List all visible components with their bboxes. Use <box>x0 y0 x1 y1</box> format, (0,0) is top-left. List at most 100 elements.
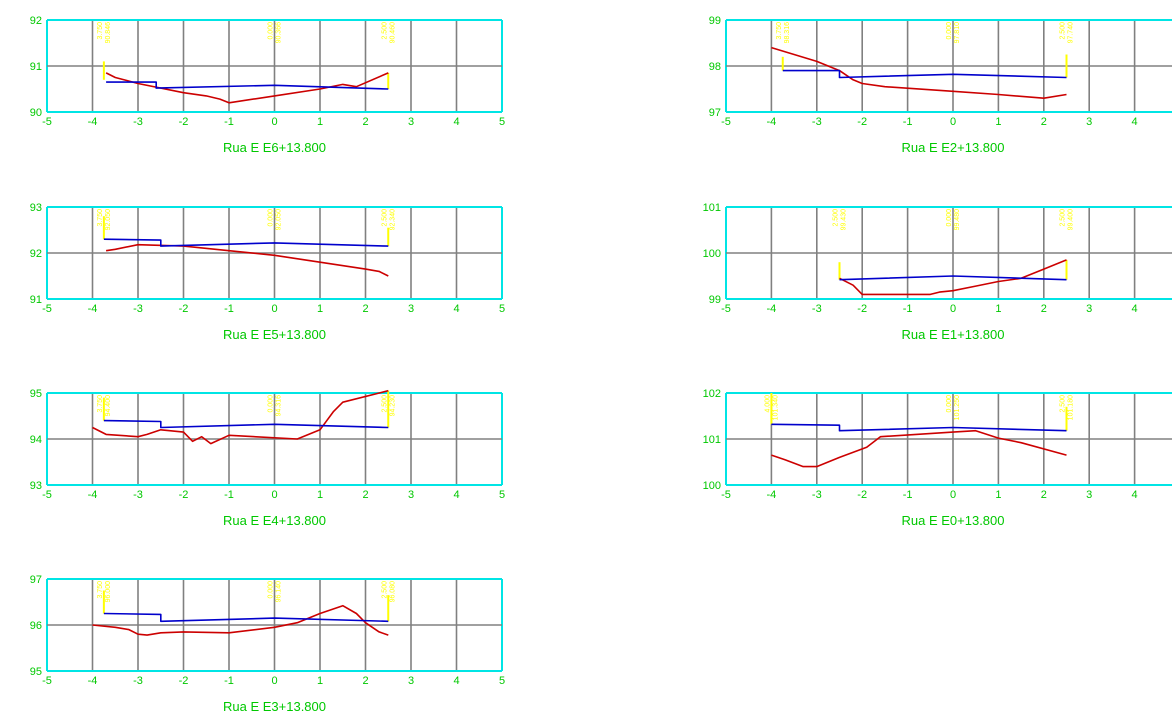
station-marker-label: 0.000 <box>268 581 275 599</box>
x-tick-label: 4 <box>453 675 459 687</box>
station-marker-label: 2.500 <box>381 22 388 40</box>
station-marker-label: 3.750 <box>97 581 104 599</box>
section-title: Rua E E2+13.800 <box>902 140 1005 155</box>
station-marker-label: 90.460 <box>389 22 396 44</box>
station-marker-label: 96.080 <box>389 581 396 603</box>
x-tick-label: -1 <box>224 303 234 315</box>
y-tick-label: 95 <box>30 388 42 400</box>
y-tick-label: 101 <box>703 202 721 214</box>
station-marker-label: 96.140 <box>276 581 283 603</box>
station-marker-label: 90.366 <box>276 22 283 44</box>
cross-section-panel: -5-4-3-2-10123459798993.75098.3160.00097… <box>709 15 1172 155</box>
design-line <box>106 81 389 90</box>
x-tick-label: -2 <box>179 303 189 315</box>
x-tick-label: -3 <box>812 489 822 501</box>
cross-section-panel: -5-4-3-2-1012345991001012.50099.4300.000… <box>703 202 1172 342</box>
x-tick-label: -1 <box>224 675 234 687</box>
y-tick-label: 92 <box>30 248 42 260</box>
x-tick-label: -4 <box>88 116 98 128</box>
x-tick-label: 3 <box>1086 489 1092 501</box>
x-tick-label: 1 <box>317 675 323 687</box>
station-marker-label: 99.480 <box>954 209 961 231</box>
design-line <box>103 612 389 623</box>
x-tick-label: 0 <box>950 116 956 128</box>
x-tick-label: -2 <box>857 116 867 128</box>
x-tick-label: 1 <box>317 489 323 501</box>
station-marker-label: 94.400 <box>105 395 112 417</box>
y-tick-label: 100 <box>703 480 721 492</box>
y-tick-label: 94 <box>30 434 42 446</box>
x-tick-label: -5 <box>721 116 731 128</box>
x-tick-label: -4 <box>767 303 777 315</box>
x-tick-label: 2 <box>362 303 368 315</box>
y-tick-label: 100 <box>703 248 721 260</box>
x-tick-label: 1 <box>317 303 323 315</box>
x-tick-label: 4 <box>453 489 459 501</box>
x-tick-label: -2 <box>179 675 189 687</box>
y-tick-label: 93 <box>30 480 42 492</box>
station-marker-label: 2.500 <box>381 209 388 227</box>
station-marker-label: 3.750 <box>97 22 104 40</box>
station-marker-label: 2.500 <box>1060 395 1067 413</box>
x-tick-label: -1 <box>903 303 913 315</box>
x-tick-label: 2 <box>1041 303 1047 315</box>
y-tick-label: 99 <box>709 294 721 306</box>
y-tick-label: 96 <box>30 620 42 632</box>
x-tick-label: 4 <box>1132 489 1138 501</box>
x-tick-label: -3 <box>133 675 143 687</box>
station-marker-label: 2.500 <box>833 209 840 227</box>
section-title: Rua E E1+13.800 <box>902 327 1005 342</box>
x-tick-label: 0 <box>950 303 956 315</box>
station-marker-label: 99.430 <box>841 209 848 231</box>
terrain-line <box>92 604 389 636</box>
x-tick-label: -1 <box>903 116 913 128</box>
x-tick-label: -2 <box>857 303 867 315</box>
station-marker-label: 101.180 <box>1068 395 1075 420</box>
x-tick-label: 5 <box>499 489 505 501</box>
station-marker-label: 2.500 <box>1060 209 1067 227</box>
station-marker-label: 97.740 <box>1068 22 1075 44</box>
x-tick-label: 3 <box>1086 303 1092 315</box>
x-tick-label: -1 <box>224 489 234 501</box>
design-line <box>839 275 1067 281</box>
x-tick-label: -4 <box>88 489 98 501</box>
y-tick-label: 98 <box>709 61 721 73</box>
station-marker-label: 2.500 <box>1060 22 1067 40</box>
x-tick-label: 4 <box>1132 303 1138 315</box>
x-tick-label: -4 <box>767 489 777 501</box>
x-tick-label: -5 <box>721 303 731 315</box>
x-tick-label: 3 <box>408 489 414 501</box>
x-tick-label: -5 <box>42 489 52 501</box>
station-marker-label: 90.846 <box>105 22 112 44</box>
station-marker-label: 96.000 <box>105 581 112 603</box>
x-tick-label: 2 <box>1041 489 1047 501</box>
x-tick-label: -3 <box>133 303 143 315</box>
x-tick-label: -5 <box>42 303 52 315</box>
design-line <box>103 238 389 247</box>
station-marker-label: 3.750 <box>97 209 104 227</box>
y-tick-label: 99 <box>709 15 721 27</box>
y-tick-label: 92 <box>30 15 42 27</box>
x-tick-label: -5 <box>42 675 52 687</box>
x-tick-label: 0 <box>271 675 277 687</box>
station-marker-label: 0.000 <box>268 22 275 40</box>
y-tick-label: 91 <box>30 61 42 73</box>
y-tick-label: 102 <box>703 388 721 400</box>
x-tick-label: 2 <box>362 116 368 128</box>
section-title: Rua E E6+13.800 <box>223 140 326 155</box>
terrain-line <box>839 259 1067 296</box>
x-tick-label: 0 <box>950 489 956 501</box>
station-marker-label: 98.316 <box>784 22 791 44</box>
station-marker-label: 94.316 <box>276 395 283 417</box>
x-tick-label: 0 <box>271 303 277 315</box>
x-tick-label: 5 <box>499 116 505 128</box>
station-marker-label: 101.250 <box>954 395 961 420</box>
station-marker-label: 3.750 <box>776 22 783 40</box>
x-tick-label: -2 <box>179 116 189 128</box>
station-marker-label: 94.230 <box>389 395 396 417</box>
station-marker-label: 0.000 <box>946 395 953 413</box>
station-marker-label: 3.750 <box>97 395 104 413</box>
x-tick-label: 2 <box>362 675 368 687</box>
